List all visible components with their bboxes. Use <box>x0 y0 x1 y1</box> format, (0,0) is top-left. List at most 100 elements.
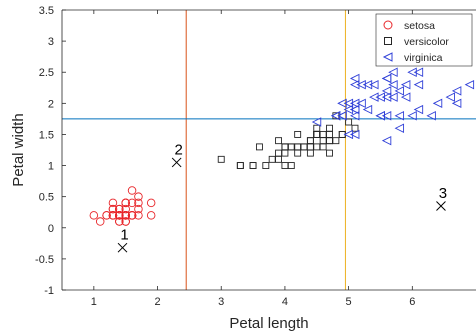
versicolor-point <box>255 143 263 151</box>
virginica-point <box>311 117 322 127</box>
versicolor-point <box>249 162 257 170</box>
setosa-point <box>115 217 124 226</box>
legend-label-versicolor: versicolor <box>404 36 449 48</box>
virginica-point <box>375 92 385 102</box>
versicolor-point <box>319 137 327 145</box>
legend: setosa versicolor virginica <box>375 13 473 67</box>
x-tick-label: 1 <box>91 296 97 308</box>
virginica-point <box>343 104 354 115</box>
versicolor-point <box>326 130 333 138</box>
virginica-point <box>349 73 360 84</box>
axes <box>61 9 476 291</box>
query-x-marker <box>171 157 182 168</box>
query-point-label: 2 <box>174 141 182 158</box>
virginica-point <box>394 123 405 133</box>
x-tick-label: 6 <box>409 296 415 308</box>
setosa-point <box>115 204 124 214</box>
setosa-point <box>121 217 130 226</box>
setosa-point <box>121 198 130 208</box>
query-x-marker <box>117 242 128 253</box>
virginica-point <box>362 79 373 90</box>
x-tick-label: 3 <box>218 296 224 308</box>
legend-marker-virginica <box>382 52 393 62</box>
setosa-point <box>127 198 137 208</box>
virginica-point <box>413 79 424 90</box>
virginica-point <box>330 111 341 121</box>
virginica-point <box>426 111 436 121</box>
query-point-2: 2 <box>171 141 183 168</box>
virginica-point <box>413 104 424 115</box>
virginica-point <box>400 79 411 90</box>
series-versicolor <box>217 112 359 170</box>
x-ticks: 1 2 3 4 5 6 <box>91 10 415 308</box>
virginica-point <box>349 104 360 115</box>
virginica-point <box>451 86 462 96</box>
y-tick-label: -0.5 <box>35 254 54 266</box>
virginica-point <box>356 98 366 109</box>
legend-label-setosa: setosa <box>404 20 435 32</box>
y-tick-label: 1 <box>48 161 54 173</box>
setosa-point <box>108 204 118 214</box>
virginica-point <box>464 79 475 90</box>
virginica-point <box>375 111 385 121</box>
series-virginica <box>311 67 475 146</box>
virginica-point <box>451 98 462 109</box>
virginica-point <box>394 86 405 96</box>
legend-marker-versicolor <box>384 37 392 45</box>
virginica-point <box>407 67 417 77</box>
query-x-marker <box>436 201 446 211</box>
query-point-3: 3 <box>436 185 447 211</box>
versicolor-point <box>300 143 308 151</box>
versicolor-point <box>351 124 359 132</box>
versicolor-point <box>306 149 314 157</box>
virginica-point <box>394 111 405 121</box>
reference-lines <box>62 10 476 290</box>
virginica-point <box>381 111 392 121</box>
virginica-point <box>381 86 392 96</box>
y-tick-label: 3 <box>48 36 54 48</box>
x-tick-label: 4 <box>282 296 288 308</box>
legend-label-virginica: virginica <box>404 52 443 64</box>
setosa-point <box>108 198 118 208</box>
y-tick-label: 1.5 <box>39 129 54 141</box>
versicolor-point <box>294 130 302 138</box>
virginica-point <box>349 98 360 109</box>
virginica-point <box>349 111 360 121</box>
virginica-point <box>432 98 443 109</box>
y-tick-label: -1 <box>44 285 54 297</box>
virginica-point <box>381 92 392 102</box>
setosa-point <box>134 192 143 201</box>
setosa-point <box>146 198 156 208</box>
y-tick-label: 0.5 <box>39 192 54 204</box>
legend-marker-setosa <box>383 20 393 30</box>
versicolor-point <box>275 137 283 145</box>
virginica-point <box>343 98 354 109</box>
versicolor-point <box>345 118 353 126</box>
setosa-point <box>146 211 156 220</box>
virginica-point <box>356 79 366 90</box>
setosa-point <box>108 211 118 220</box>
versicolor-point <box>262 162 270 170</box>
virginica-point <box>388 79 398 90</box>
virginica-point <box>400 92 411 102</box>
virginica-point <box>413 67 424 77</box>
virginica-point <box>349 79 360 90</box>
y-axis-label: Petal width <box>10 113 27 186</box>
versicolor-point <box>268 155 276 163</box>
setosa-point <box>134 211 143 220</box>
y-tick-label: 3.5 <box>39 5 54 17</box>
y-tick-label: 2.5 <box>39 67 54 79</box>
setosa-point <box>121 204 130 214</box>
query-point-label: 1 <box>120 227 128 244</box>
setosa-point <box>95 217 105 226</box>
setosa-point <box>89 211 99 220</box>
versicolor-point <box>287 162 295 170</box>
query-point-1: 1 <box>117 227 129 253</box>
versicolor-point <box>217 155 225 163</box>
virginica-point <box>362 104 373 115</box>
virginica-point <box>349 129 360 140</box>
virginica-point <box>369 79 379 90</box>
virginica-point <box>388 92 398 102</box>
query-points: 1 2 3 <box>117 141 447 253</box>
setosa-point <box>127 211 137 220</box>
